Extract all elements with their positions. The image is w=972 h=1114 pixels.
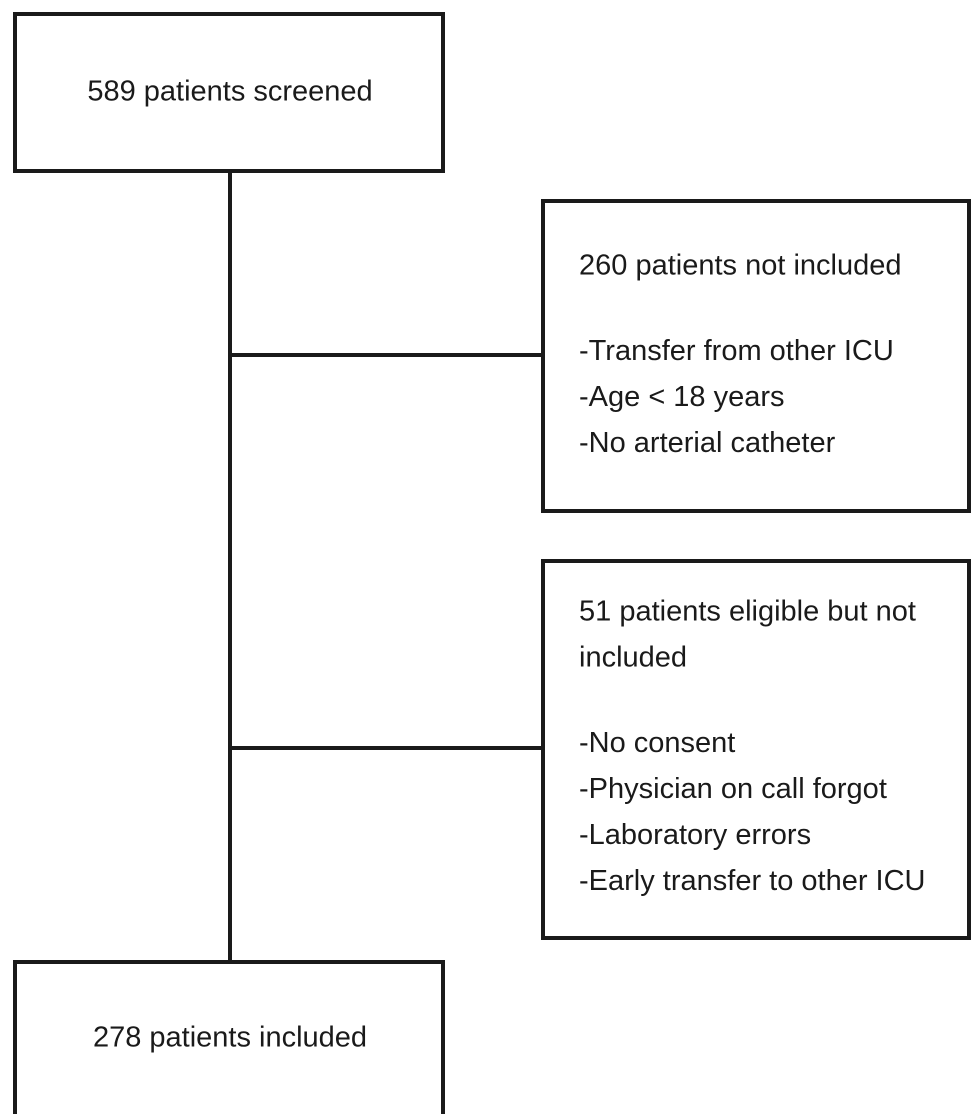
included-box [13, 960, 445, 1114]
screened-box [13, 12, 445, 173]
node-item: -Laboratory errors [579, 819, 811, 851]
node-label: 589 patients screened [87, 76, 372, 108]
node-title: 260 patients not included [579, 250, 901, 282]
node-label: 278 patients included [93, 1022, 367, 1054]
node-item: -No consent [579, 727, 735, 759]
node-title: 51 patients eligible but not [579, 596, 916, 628]
node-item: -Early transfer to other ICU [579, 865, 926, 897]
node-item: -No arterial catheter [579, 427, 836, 459]
node-item: -Age < 18 years [579, 381, 785, 413]
node-item: -Transfer from other ICU [579, 335, 894, 367]
node-title: included [579, 642, 687, 674]
node-lists: 260 patients not included -Transfer from … [579, 250, 926, 897]
not-included-box [541, 199, 971, 513]
node-item: -Physician on call forgot [579, 773, 887, 805]
eligible-not-included-box [541, 559, 971, 940]
